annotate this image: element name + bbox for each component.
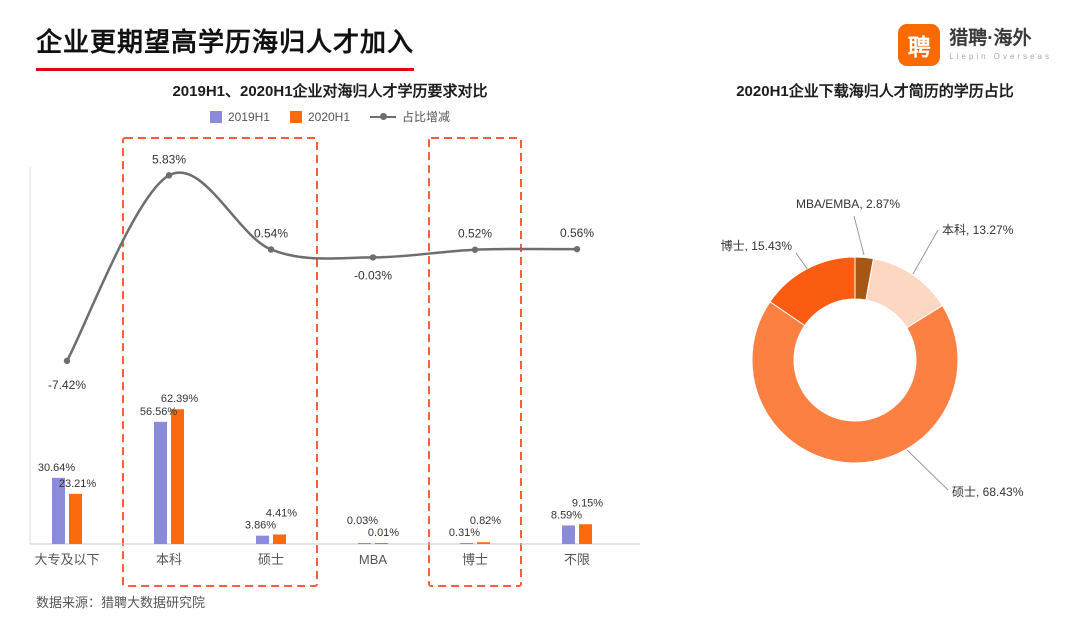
category-label: 硕士	[258, 552, 284, 567]
trend-point	[369, 254, 377, 261]
legend-swatch-2019h1	[209, 110, 222, 123]
category-label: 大专及以下	[34, 552, 99, 567]
trend-value-label: 0.56%	[560, 226, 594, 240]
bar-2019H1	[460, 543, 473, 544]
trend-value-label: 0.52%	[458, 227, 492, 241]
bar-2020H1	[273, 534, 286, 544]
bar-value-label: 0.01%	[368, 527, 399, 539]
bar-2019H1	[562, 525, 575, 544]
trend-point	[471, 246, 479, 253]
category-label: 博士	[462, 552, 488, 567]
trend-point	[165, 172, 173, 179]
donut-chart: MBA/EMBA, 2.87% 本科, 13.27% 硕士, 68.43% 博士, 1…	[721, 197, 1024, 499]
legend-item-2019h1: 2019H1	[209, 109, 270, 124]
combo-chart-legend: 2019H1 2020H1 占比增减	[0, 108, 660, 125]
bar-value-label: 3.86%	[245, 520, 276, 532]
legend-line-dot	[380, 113, 388, 120]
trend-value-label: 0.54%	[254, 226, 288, 240]
bar-value-label: 0.82%	[470, 515, 501, 527]
donut-slice-label: 本科, 13.27%	[942, 223, 1014, 237]
bar-value-label: 30.64%	[38, 462, 76, 474]
bar-value-label: 56.56%	[140, 406, 178, 418]
trend-point	[267, 246, 275, 253]
page-title: 企业更期望高学历海归人才加入	[36, 22, 415, 71]
trend-value-label: -7.42%	[48, 378, 86, 392]
leader-line	[906, 449, 949, 491]
bar-2019H1	[154, 421, 167, 544]
logo-brand-name: 猎聘·海外	[949, 27, 1032, 49]
bar-value-label: 23.21%	[59, 478, 97, 490]
logo-tagline: Liepin Overseas	[949, 51, 1052, 61]
donut-slice-硕士	[751, 301, 959, 464]
bar-2019H1	[256, 535, 269, 544]
bar-value-label: 0.31%	[449, 527, 480, 539]
combo-chart: 30.64%23.21%56.56%62.39%3.86%4.41%0.03%0…	[29, 137, 640, 587]
trend-value-label: -0.03%	[354, 268, 392, 282]
legend-label-2020h1: 2020H1	[307, 109, 351, 124]
legend-label-trend: 占比增减	[402, 110, 451, 124]
trend-point	[573, 245, 581, 253]
leader-line	[853, 215, 865, 256]
legend-item-trend: 占比增减	[370, 108, 450, 125]
bar-2019H1	[52, 477, 65, 544]
trend-point	[63, 357, 71, 365]
liepin-logo-icon: 聘	[898, 24, 941, 66]
bar-2019H1	[358, 543, 371, 544]
bar-2020H1	[579, 524, 592, 544]
bar-value-label: 9.15%	[572, 497, 603, 509]
donut-slice-博士	[769, 256, 856, 327]
donut-slice-label: 博士, 15.43%	[721, 238, 793, 253]
bar-value-label: 8.59%	[551, 509, 582, 521]
bar-2020H1	[375, 543, 388, 544]
bar-2020H1	[477, 542, 490, 544]
highlight-box	[122, 137, 318, 587]
leader-line	[795, 252, 809, 271]
legend-item-2020h1: 2020H1	[289, 109, 351, 124]
combo-chart-title: 2019H1、2020H1企业对海归人才学历要求对比	[172, 83, 488, 100]
category-label: 不限	[564, 552, 590, 567]
category-label: 本科	[156, 552, 182, 567]
donut-chart-title: 2020H1企业下载海归人才简历的学历占比	[736, 83, 1014, 100]
trend-value-label: 5.83%	[152, 152, 186, 166]
donut-slice-label: MBA/EMBA, 2.87%	[796, 197, 900, 211]
data-source-note: 数据来源：猎聘大数据研究院	[36, 595, 206, 610]
trend-line	[65, 171, 578, 362]
legend-line-swatch	[370, 113, 397, 120]
category-label: MBA	[359, 552, 388, 567]
leader-line	[912, 229, 939, 275]
bar-value-label: 0.03%	[347, 515, 378, 527]
donut-slice-label: 硕士, 68.43%	[952, 485, 1024, 499]
logo-text: 猎聘·海外 Liepin Overseas	[949, 27, 1052, 62]
highlight-box	[428, 137, 522, 587]
legend-swatch-2020h1	[289, 110, 302, 123]
bar-value-label: 62.39%	[161, 393, 199, 405]
bar-value-label: 4.41%	[266, 508, 297, 520]
bar-2020H1	[69, 493, 82, 544]
brand-logo: 聘 猎聘·海外 Liepin Overseas	[898, 24, 1052, 66]
legend-label-2019h1: 2019H1	[227, 109, 270, 124]
bar-2020H1	[171, 409, 184, 544]
